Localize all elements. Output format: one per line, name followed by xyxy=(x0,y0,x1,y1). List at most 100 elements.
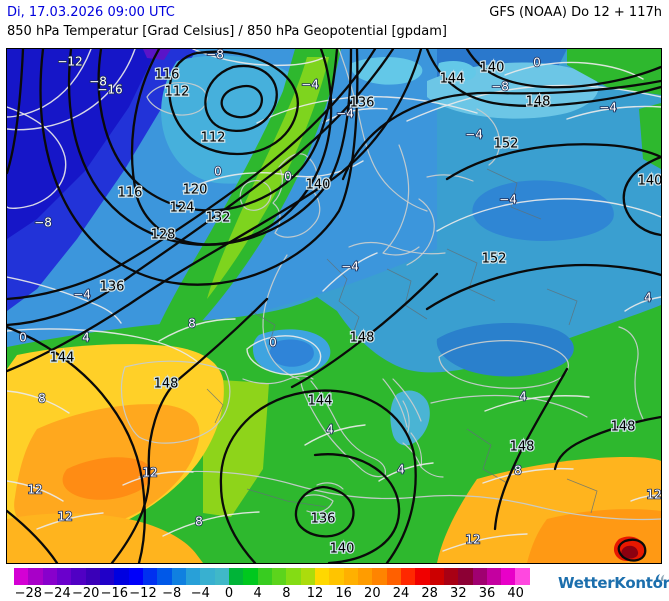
scale-swatch xyxy=(114,568,129,585)
scale-swatch xyxy=(243,568,258,585)
temperature-contour xyxy=(484,395,590,412)
geopotential-contour xyxy=(622,155,661,237)
geopotential-label: 116 xyxy=(155,68,180,83)
coastline xyxy=(262,254,300,380)
temperature-label: −4 xyxy=(341,260,359,274)
scale-swatch xyxy=(71,568,86,585)
geopotential-label: 132 xyxy=(206,211,231,226)
temperature-contour xyxy=(322,107,388,124)
temperature-contour xyxy=(482,467,574,484)
temperature-label: 4 xyxy=(82,331,90,345)
scale-tick-label: −8 xyxy=(162,586,182,601)
scale-swatch xyxy=(400,568,416,585)
scale-tick-label: −24 xyxy=(43,586,71,601)
scale-tick-label: −16 xyxy=(100,586,129,601)
geopotential-label: 140 xyxy=(306,178,331,193)
geopotential-contour xyxy=(7,509,59,563)
scale-tick-label: −28 xyxy=(14,586,43,601)
weather-map: 116 112 112 116 120 124 128 132 136 140 136 140 144 1… xyxy=(6,48,662,564)
temperature-contour xyxy=(122,470,194,486)
region-blacksea-dark-blue xyxy=(436,323,574,377)
geopotential-label: 152 xyxy=(482,252,507,267)
geopotential-label: 140 xyxy=(638,174,661,189)
region-rightedge-green xyxy=(639,103,661,169)
temperature-contour xyxy=(182,160,364,192)
geopotential-contour xyxy=(130,49,333,246)
coastline xyxy=(406,198,435,266)
scale-tick-label: 32 xyxy=(450,586,467,601)
coastline xyxy=(239,180,272,211)
geopotential-label: 136 xyxy=(350,96,375,111)
temperature-contour xyxy=(7,49,92,118)
model-info: GFS (NOAA) Do 12 + 117h xyxy=(489,5,662,20)
run-datetime: Di, 17.03.2026 09:00 UTC xyxy=(7,5,175,20)
coastline xyxy=(120,360,231,444)
temperature-label: 12 xyxy=(465,533,480,547)
scale-tick-label: −20 xyxy=(71,586,100,601)
temperature-label: 8 xyxy=(514,464,522,478)
scale-tick-label: 24 xyxy=(392,586,410,601)
geopotential-label: 128 xyxy=(151,228,176,243)
temperature-contour xyxy=(304,424,366,446)
geopotential-contour xyxy=(425,263,661,311)
scale-swatch xyxy=(257,568,272,585)
coastline xyxy=(382,144,420,256)
coastline xyxy=(426,174,474,182)
temperature-label: −8 xyxy=(491,80,509,94)
scale-swatch xyxy=(314,568,330,585)
geopotential-contour xyxy=(7,49,25,175)
region-ee-dark-blue xyxy=(472,180,614,241)
scale-swatch xyxy=(142,568,158,585)
geopotential-contour xyxy=(465,49,661,89)
geopotential-contour xyxy=(7,49,377,301)
geopotential-contour xyxy=(313,453,401,563)
geopotential-contour xyxy=(7,49,395,327)
temperature-contour xyxy=(504,61,644,80)
temperature-label: 0 xyxy=(533,56,541,70)
scale-swatch xyxy=(271,568,287,585)
temperature-label: 0 xyxy=(214,165,222,179)
temperature-contour xyxy=(7,328,200,364)
temperature-label: 8 xyxy=(38,392,46,406)
scale-swatch xyxy=(415,568,430,585)
temperature-label: −12 xyxy=(57,55,82,69)
geopotential-label: 148 xyxy=(611,420,636,435)
scale-tick-label: 0 xyxy=(224,586,234,601)
temperature-label: 0 xyxy=(19,331,27,345)
scale-tick-label: 40 xyxy=(507,586,524,601)
temperature-label: 4 xyxy=(397,463,405,477)
scale-tick-label: 20 xyxy=(364,586,381,601)
region-nw-deepest-blue xyxy=(7,49,157,239)
region-scand-pale-patch2 xyxy=(438,61,477,82)
geopotential-contour xyxy=(425,49,661,107)
scale-swatch xyxy=(443,568,459,585)
scale-tick-label: 8 xyxy=(282,586,291,601)
wetterkontor-logo[interactable]: WetterKontor xyxy=(558,574,669,598)
region-dark-red-spot xyxy=(621,545,639,559)
temperature-label: 8 xyxy=(195,515,203,529)
scale-swatch xyxy=(42,568,57,585)
geopotential-label: 140 xyxy=(480,61,505,76)
temperature-contour xyxy=(7,106,67,210)
scale-swatch xyxy=(85,568,100,585)
geopotential-label: 136 xyxy=(311,512,336,527)
temperature-contour xyxy=(7,276,122,324)
geopotential-label: 148 xyxy=(526,95,551,110)
geopotential-label: 148 xyxy=(510,440,535,455)
temperature-label: −4 xyxy=(599,101,617,115)
scale-tick-label: 28 xyxy=(421,586,438,601)
geopotential-label: 144 xyxy=(50,351,75,366)
country-border xyxy=(446,248,496,302)
geopotential-label: 148 xyxy=(154,377,179,392)
geopotential-label: 116 xyxy=(118,186,143,201)
geopotential-label: 152 xyxy=(494,137,519,152)
scale-tick-label: 36 xyxy=(478,586,496,601)
scale-swatch xyxy=(501,568,516,585)
country-border xyxy=(486,168,542,220)
scale-swatch xyxy=(56,568,72,585)
scale-swatch xyxy=(171,568,186,585)
temperature-contour xyxy=(7,390,70,414)
geopotential-contour xyxy=(7,325,146,563)
temperature-label: 12 xyxy=(646,488,661,502)
